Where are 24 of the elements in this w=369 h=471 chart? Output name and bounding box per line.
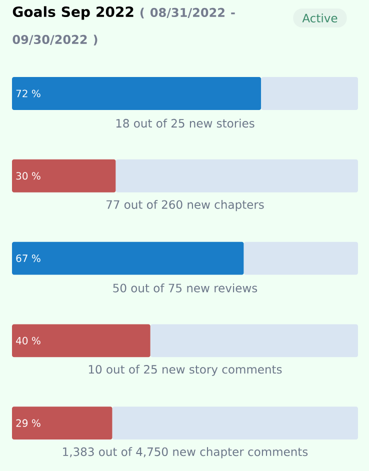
data-label: 29 % [16, 419, 40, 427]
bar [12, 77, 262, 110]
bar [12, 159, 116, 192]
y-tick-label: 77 out of 260 new chapters [106, 200, 264, 212]
y-tick-label: 10 out of 25 new story comments [88, 364, 282, 376]
bar [244, 242, 358, 275]
data-label: 40 % [16, 336, 40, 344]
bar [112, 406, 358, 440]
chart-title: Goals Sep 2022 [12, 6, 134, 20]
data-label: 67 % [16, 254, 40, 262]
data-label: 72 % [16, 90, 40, 98]
text: ( 08/31/2022 - [140, 8, 235, 18]
bar [12, 242, 244, 275]
text: Active [302, 14, 338, 22]
bar [261, 77, 358, 110]
bar [116, 159, 358, 192]
bar [12, 324, 150, 358]
y-tick-label: 1,383 out of 4,750 new chapter comments [63, 447, 308, 458]
data-label: 30 % [16, 172, 40, 180]
text: 09/30/2022 ) [12, 34, 98, 46]
bar [150, 324, 358, 358]
y-tick-label: 18 out of 25 new stories [116, 118, 254, 128]
y-tick-label: 50 out of 75 new reviews [113, 284, 258, 292]
bar [12, 406, 112, 440]
